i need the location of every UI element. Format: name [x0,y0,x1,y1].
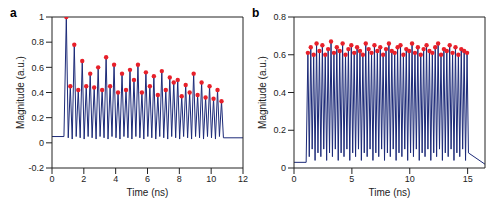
svg-text:Magnitude (a.u.): Magnitude (a.u.) [257,56,268,129]
svg-text:0.4: 0.4 [31,88,44,98]
svg-text:Time (ns): Time (ns) [369,187,411,198]
svg-text:Magnitude (a.u.): Magnitude (a.u.) [15,56,26,129]
svg-text:5: 5 [349,174,354,184]
svg-text:0: 0 [39,138,44,148]
svg-text:0.4: 0.4 [273,88,286,98]
html-text:a: a [10,6,17,20]
svg-text:0.6: 0.6 [273,50,286,60]
svg-text:10: 10 [405,174,415,184]
svg-text:8: 8 [177,174,182,184]
svg-text:0: 0 [291,174,296,184]
html-text:b: b [252,6,260,20]
svg-text:0: 0 [49,174,54,184]
svg-text:4: 4 [113,174,118,184]
svg-text:15: 15 [463,174,473,184]
svg-text:0.2: 0.2 [273,125,286,135]
svg-text:1: 1 [39,12,44,22]
svg-text:6: 6 [145,174,150,184]
svg-text:0: 0 [281,163,286,173]
svg-text:2: 2 [81,174,86,184]
svg-text:0.8: 0.8 [273,12,286,22]
svg-text:12: 12 [238,174,248,184]
svg-text:0.6: 0.6 [31,63,44,73]
svg-text:0.2: 0.2 [31,113,44,123]
svg-text:0.8: 0.8 [31,37,44,47]
svg-text:-0.2: -0.2 [28,163,44,173]
svg-text:Time (ns): Time (ns) [127,187,169,198]
svg-text:10: 10 [206,174,216,184]
